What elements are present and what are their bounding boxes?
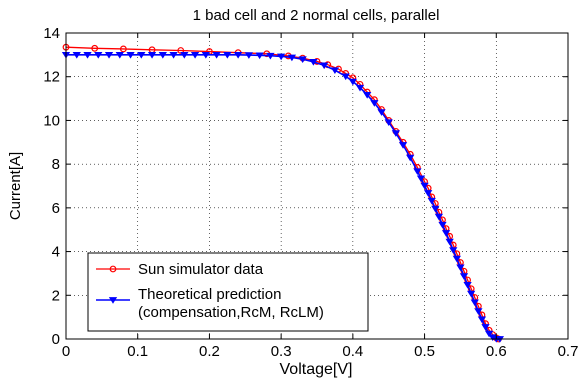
legend-label: Theoretical prediction (compensation,RcM,… xyxy=(138,286,324,321)
data-point xyxy=(341,73,350,81)
data-point xyxy=(190,52,200,59)
y-tick-label: 14 xyxy=(43,25,60,42)
data-point xyxy=(277,53,286,61)
legend-label-line: Theoretical prediction xyxy=(138,286,281,303)
data-point xyxy=(180,52,189,59)
data-point xyxy=(416,175,426,183)
data-point xyxy=(441,230,451,237)
data-point xyxy=(477,316,487,324)
data-point xyxy=(255,52,264,60)
data-point xyxy=(72,52,81,59)
data-point xyxy=(147,52,157,59)
y-tick-label: 2 xyxy=(52,287,60,304)
data-point xyxy=(158,52,167,59)
legend: Sun simulator data Theoretical prediction… xyxy=(87,252,369,332)
data-point xyxy=(115,52,124,59)
data-point xyxy=(177,47,185,54)
data-point xyxy=(126,52,135,59)
data-point xyxy=(470,299,479,307)
data-point xyxy=(91,44,99,52)
data-point xyxy=(449,247,458,254)
data-point xyxy=(406,154,415,162)
data-point xyxy=(348,78,357,86)
data-point xyxy=(201,52,210,59)
data-point xyxy=(456,264,465,272)
x-tick-label: 0.7 xyxy=(558,343,579,360)
data-point xyxy=(420,182,429,190)
plot-frame xyxy=(65,32,569,340)
series-layer xyxy=(61,43,505,343)
data-point xyxy=(391,130,401,137)
data-point xyxy=(438,221,447,229)
data-point xyxy=(83,52,92,59)
data-point xyxy=(484,330,494,338)
data-point xyxy=(266,52,275,60)
x-tick-label: 0.4 xyxy=(342,343,363,360)
y-tick-label: 12 xyxy=(43,69,60,86)
y-tick-label: 10 xyxy=(43,112,60,129)
data-point xyxy=(427,197,436,205)
data-point xyxy=(413,168,422,175)
data-point xyxy=(119,45,127,53)
data-point xyxy=(377,109,386,116)
y-tick-label: 0 xyxy=(52,331,60,348)
data-point xyxy=(434,213,444,221)
data-point xyxy=(481,324,490,331)
data-point xyxy=(424,190,433,197)
data-point xyxy=(169,52,178,59)
data-point xyxy=(467,290,476,298)
legend-label-line: (compensation,RcM, RcLM) xyxy=(138,304,324,321)
data-point xyxy=(94,52,103,59)
data-point xyxy=(474,308,483,315)
data-point xyxy=(298,56,307,64)
legend-swatch-marker xyxy=(108,297,118,304)
data-point xyxy=(233,52,243,59)
x-tick-label: 0 xyxy=(62,343,70,360)
data-point xyxy=(355,84,365,92)
series-2 xyxy=(61,52,505,343)
y-tick-label: 8 xyxy=(52,156,60,173)
data-point xyxy=(212,52,221,59)
data-point xyxy=(431,205,440,213)
legend-entry-1: Sun simulator data xyxy=(96,261,264,278)
x-tick-label: 0.2 xyxy=(199,343,220,360)
data-point xyxy=(137,52,146,59)
data-point xyxy=(104,52,114,59)
x-tick-label: 0.3 xyxy=(271,343,292,360)
legend-box xyxy=(87,252,369,332)
ticks: 0 0.1 0.2 0.3 0.4 0.5 0.6 0.7 0 2 4 6 8 10 12 14 xyxy=(43,25,578,360)
data-point xyxy=(398,142,408,149)
chart-title: 1 bad cell and 2 normal cells, parallel xyxy=(193,7,440,24)
data-point xyxy=(330,67,340,74)
data-point xyxy=(445,238,454,246)
data-point xyxy=(320,62,329,70)
data-point xyxy=(287,54,297,62)
y-tick-label: 6 xyxy=(52,200,60,217)
x-tick-label: 0.6 xyxy=(486,343,507,360)
legend-swatch-marker xyxy=(109,265,117,273)
data-point xyxy=(363,92,372,99)
x-tick-label: 0.1 xyxy=(127,343,148,360)
data-point xyxy=(370,100,379,107)
y-axis-label: Current[A] xyxy=(7,152,24,220)
data-point xyxy=(223,52,232,59)
data-point xyxy=(452,255,461,263)
x-axis-label: Voltage[V] xyxy=(280,361,353,378)
x-tick-label: 0.5 xyxy=(414,343,435,360)
y-tick-label: 4 xyxy=(52,244,60,261)
data-point xyxy=(384,119,393,126)
legend-label: Sun simulator data xyxy=(138,261,264,278)
legend-entry-2: Theoretical prediction (compensation,RcM,… xyxy=(96,286,324,321)
data-point xyxy=(309,59,318,66)
data-point xyxy=(459,273,469,280)
data-point xyxy=(244,52,254,59)
data-point xyxy=(463,281,472,289)
